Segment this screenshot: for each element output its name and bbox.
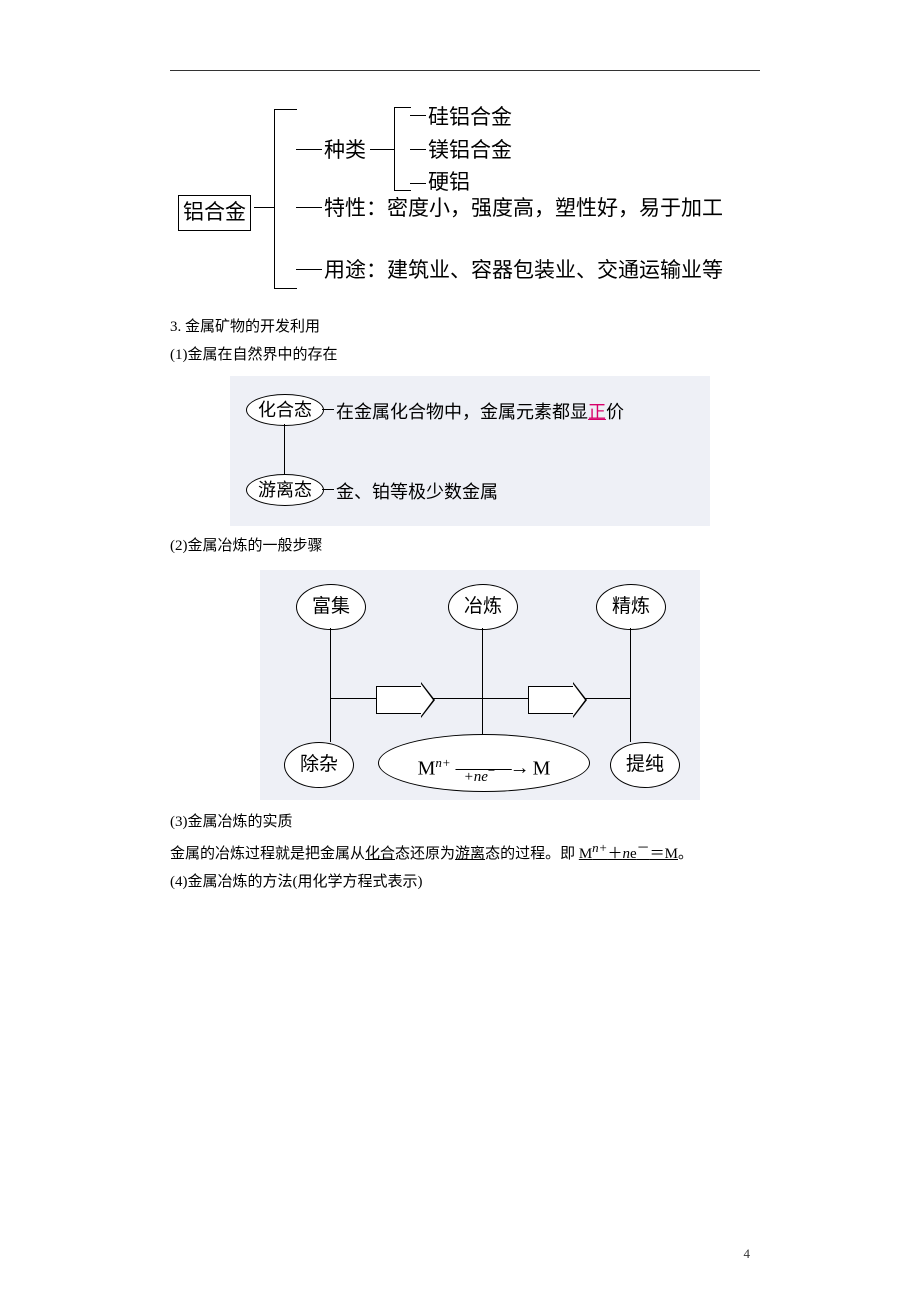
step-node-refine: 精炼 (596, 584, 666, 630)
step-node-enrich: 富集 (296, 584, 366, 630)
equation-text: Mn+＋ne－＝M (579, 846, 678, 862)
bracket-main (274, 109, 297, 289)
subsection-heading: (2)金属冶炼的一般步骤 (170, 534, 760, 560)
underlined-term: 游离 (455, 846, 485, 862)
essence-text: 态的过程。即 (485, 846, 579, 862)
property-label: 特性 (324, 196, 366, 220)
connector-line (284, 424, 285, 474)
connector-line (322, 489, 334, 490)
formula-m: M (418, 757, 436, 779)
connector-line (296, 269, 322, 270)
body-text-block: (3)金属冶炼的实质 金属的冶炼过程就是把金属从化合态还原为游离态的过程。即 M… (170, 810, 760, 896)
formula-m: M (533, 757, 551, 779)
connector-line (330, 628, 331, 742)
highlight-text: 正 (588, 402, 606, 422)
formula-sup: n+ (435, 755, 450, 770)
step-node-remove: 除杂 (284, 742, 354, 788)
bracket-sub (394, 107, 411, 191)
document-page: 铝合金 种类 硅铝合金 镁铝合金 硬铝 特性：密度小，强度高，塑性好，易于加工 … (0, 0, 920, 1302)
step-node-smelt: 冶炼 (448, 584, 518, 630)
top-divider (170, 70, 760, 71)
reduction-formula: Mn+ +ne− ―――→ M (378, 734, 590, 792)
section-heading: 3. 金属矿物的开发利用 (170, 315, 760, 341)
connector-line (410, 115, 426, 116)
connector-line (410, 149, 426, 150)
essence-text: 金属的冶炼过程就是把金属从 (170, 846, 365, 862)
arrow-right-icon (528, 686, 574, 714)
alloy-tree-diagram: 铝合金 种类 硅铝合金 镁铝合金 硬铝 特性：密度小，强度高，塑性好，易于加工 … (178, 101, 760, 301)
subsection-heading: (4)金属冶炼的方法(用化学方程式表示) (170, 870, 760, 896)
tree-root-box: 铝合金 (178, 195, 251, 231)
connector-line (410, 183, 426, 184)
essence-paragraph: 金属的冶炼过程就是把金属从化合态还原为游离态的过程。即 Mn+＋ne－＝M。 (170, 837, 760, 868)
formula-sup: − (488, 763, 495, 778)
connector-line (370, 149, 394, 150)
body-text-block: (2)金属冶炼的一般步骤 (170, 534, 760, 560)
state-node-compound: 化合态 (246, 394, 324, 426)
connector-line (630, 628, 631, 742)
state-node-free: 游离态 (246, 474, 324, 506)
free-desc: 金、铂等极少数金属 (336, 478, 498, 504)
kind-item: 镁铝合金 (428, 135, 512, 167)
subsection-heading: (1)金属在自然界中的存在 (170, 343, 760, 369)
smelting-steps-diagram: 富集 冶炼 精炼 除杂 提纯 Mn+ +ne− ―――→ M (260, 570, 700, 800)
kind-item: 硅铝合金 (428, 102, 512, 134)
page-number: 4 (744, 1246, 751, 1262)
essence-text: 态还原为 (395, 846, 455, 862)
step-node-purify: 提纯 (610, 742, 680, 788)
usage-text: ：建筑业、容器包装业、交通运输业等 (366, 258, 723, 282)
property-text: ：密度小，强度高，塑性好，易于加工 (366, 196, 723, 220)
compound-desc: 在金属化合物中，金属元素都显正价 (336, 398, 624, 424)
connector-line (296, 207, 322, 208)
existence-diagram: 化合态 游离态 在金属化合物中，金属元素都显正价 金、铂等极少数金属 (230, 376, 710, 526)
connector-line (482, 628, 483, 734)
connector-line (296, 149, 322, 150)
connector-line (254, 207, 274, 208)
desc-text: 在金属化合物中，金属元素都显 (336, 402, 588, 422)
essence-text: 。 (678, 846, 693, 862)
kinds-label: 种类 (324, 138, 366, 162)
connector-line (322, 409, 334, 410)
desc-text: 价 (606, 402, 624, 422)
formula-ne: +ne (464, 769, 488, 785)
arrow-right-icon (376, 686, 422, 714)
subsection-heading: (3)金属冶炼的实质 (170, 810, 760, 836)
usage-label: 用途 (324, 258, 366, 282)
underlined-term: 化合 (365, 846, 395, 862)
body-text-block: 3. 金属矿物的开发利用 (1)金属在自然界中的存在 (170, 315, 760, 368)
